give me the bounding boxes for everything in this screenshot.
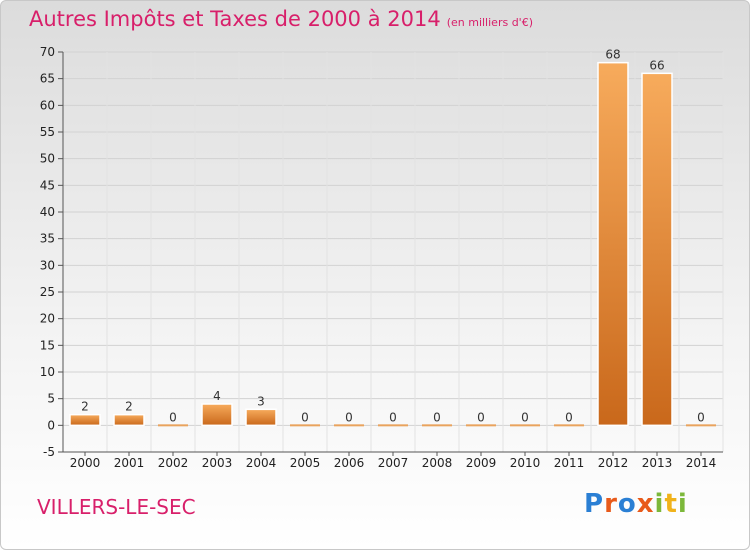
y-tick-label: 70	[40, 45, 55, 59]
y-tick-label: -5	[43, 445, 55, 459]
y-tick-label: 25	[40, 285, 55, 299]
bar-2011	[554, 424, 584, 427]
data-label: 0	[301, 410, 309, 424]
data-label: 0	[521, 410, 529, 424]
bar-2010	[510, 424, 540, 427]
data-label: 0	[477, 410, 485, 424]
value-labels: 2 2 0 4 3 0 0 0 0 0 0 0 68 66 0	[81, 48, 705, 425]
chart-subtitle: (en milliers d'€)	[446, 16, 533, 29]
y-tick-label: 10	[40, 365, 55, 379]
data-label: 3	[257, 394, 265, 408]
bar-2008	[422, 424, 452, 427]
proxiti-logo: Proxiti	[584, 489, 688, 519]
chart-title-text: Autres Impôts et Taxes de 2000 à 2014	[29, 7, 441, 31]
y-tick-label: 65	[40, 72, 55, 86]
y-tick-label: 55	[40, 125, 55, 139]
bar-2012	[597, 61, 629, 427]
data-label: 2	[81, 400, 89, 414]
y-tick-label: 15	[40, 338, 55, 352]
x-tick-label: 2008	[422, 456, 453, 470]
data-label: 2	[125, 400, 133, 414]
y-axis-labels: -5 0 5 10 15 20 25 30 35 40 45 50 55 60 65 70	[40, 45, 55, 459]
bars	[69, 61, 716, 427]
data-label: 0	[433, 410, 441, 424]
x-tick-label: 2006	[334, 456, 365, 470]
bar-2013	[641, 72, 673, 427]
y-tick-label: 45	[40, 178, 55, 192]
x-tick-label: 2004	[246, 456, 277, 470]
data-label: 0	[697, 410, 705, 424]
bar-2000	[69, 413, 101, 427]
axes	[58, 51, 723, 456]
bar-2006	[334, 424, 364, 427]
logo-letter: x	[636, 489, 655, 519]
y-tick-label: 35	[40, 232, 55, 246]
bar-2005	[290, 424, 320, 427]
bar-2003	[201, 403, 233, 427]
x-tick-label: 2000	[70, 456, 101, 470]
logo-letter: P	[584, 489, 605, 519]
x-tick-label: 2010	[510, 456, 541, 470]
logo-letter: i	[677, 489, 688, 519]
data-label: 0	[169, 410, 177, 424]
y-tick-label: 20	[40, 312, 55, 326]
commune-name: VILLERS-LE-SEC	[37, 495, 196, 519]
x-tick-label: 2007	[378, 456, 409, 470]
y-tick-label: 40	[40, 205, 55, 219]
logo-letter: t	[664, 489, 678, 519]
logo-letter: i	[654, 489, 665, 519]
x-tick-label: 2002	[158, 456, 189, 470]
y-tick-label: 50	[40, 152, 55, 166]
logo-letter: o	[617, 489, 637, 519]
y-tick-label: 60	[40, 98, 55, 112]
y-tick-label: 30	[40, 258, 55, 272]
y-tick-label: 5	[47, 392, 55, 406]
x-tick-label: 2003	[202, 456, 233, 470]
bar-2001	[113, 413, 145, 427]
bar-2014	[686, 424, 716, 427]
data-label: 0	[345, 410, 353, 424]
chart-title: Autres Impôts et Taxes de 2000 à 2014 (en…	[29, 7, 533, 31]
x-tick-label: 2014	[686, 456, 717, 470]
x-tick-label: 2011	[554, 456, 585, 470]
bar-2004	[245, 408, 277, 427]
logo-letter: r	[604, 489, 618, 519]
x-tick-label: 2009	[466, 456, 497, 470]
data-label: 68	[605, 48, 620, 62]
data-label: 0	[565, 410, 573, 424]
x-axis-labels: 2000 2001 2002 2003 2004 2005 2006 2007 2008 2009…	[70, 456, 717, 470]
data-label: 4	[213, 389, 221, 403]
bar-2007	[378, 424, 408, 427]
x-tick-label: 2012	[598, 456, 629, 470]
x-tick-label: 2013	[642, 456, 673, 470]
bar-2009	[466, 424, 496, 427]
bar-2002	[158, 424, 188, 427]
y-tick-label: 0	[47, 418, 55, 432]
x-tick-label: 2005	[290, 456, 321, 470]
data-label: 0	[389, 410, 397, 424]
x-tick-label: 2001	[114, 456, 145, 470]
data-label: 66	[649, 58, 664, 72]
